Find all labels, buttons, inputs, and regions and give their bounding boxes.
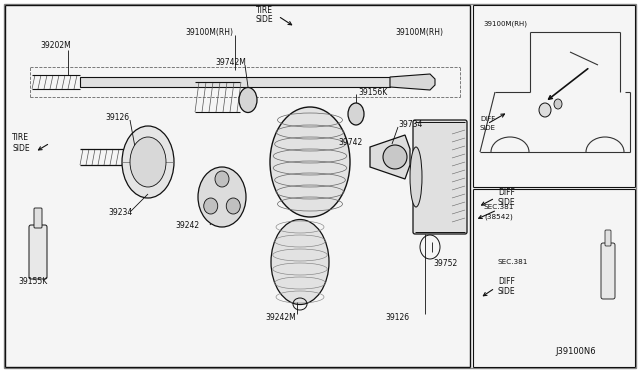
Ellipse shape	[554, 99, 562, 109]
Text: 39156K: 39156K	[358, 87, 387, 96]
FancyBboxPatch shape	[34, 208, 42, 228]
Text: SIDE: SIDE	[255, 15, 273, 23]
Text: 39155K: 39155K	[18, 278, 47, 286]
Text: 39100M(RH): 39100M(RH)	[185, 28, 233, 36]
Text: DIFF: DIFF	[498, 278, 515, 286]
Text: J39100N6: J39100N6	[555, 347, 596, 356]
Text: 39234: 39234	[108, 208, 132, 217]
Text: SIDE: SIDE	[498, 288, 516, 296]
Text: SEC.381: SEC.381	[484, 204, 515, 210]
Ellipse shape	[130, 137, 166, 187]
Text: 39100M(RH): 39100M(RH)	[483, 21, 527, 27]
Polygon shape	[370, 135, 410, 179]
Ellipse shape	[270, 107, 350, 217]
Text: DIFF: DIFF	[498, 187, 515, 196]
Text: SEC.381: SEC.381	[498, 259, 529, 265]
Text: 39126: 39126	[105, 112, 129, 122]
Ellipse shape	[122, 126, 174, 198]
FancyBboxPatch shape	[80, 77, 390, 87]
Ellipse shape	[198, 167, 246, 227]
Ellipse shape	[410, 147, 422, 207]
FancyBboxPatch shape	[4, 4, 636, 368]
Text: 39242M: 39242M	[265, 312, 296, 321]
Ellipse shape	[348, 103, 364, 125]
Text: SIDE: SIDE	[480, 125, 496, 131]
Ellipse shape	[204, 198, 218, 214]
Text: 39202M: 39202M	[40, 41, 71, 49]
Ellipse shape	[215, 171, 229, 187]
Text: 39242: 39242	[175, 221, 199, 230]
Text: TIRE: TIRE	[12, 132, 29, 141]
FancyBboxPatch shape	[605, 230, 611, 246]
Text: 39742M: 39742M	[215, 58, 246, 67]
Text: 39752: 39752	[433, 260, 457, 269]
Text: SIDE: SIDE	[498, 198, 516, 206]
FancyBboxPatch shape	[413, 120, 467, 234]
Ellipse shape	[227, 198, 240, 214]
Ellipse shape	[239, 87, 257, 112]
FancyBboxPatch shape	[601, 243, 615, 299]
Polygon shape	[390, 74, 435, 90]
Text: (38542): (38542)	[484, 214, 513, 220]
FancyBboxPatch shape	[29, 225, 47, 279]
Circle shape	[383, 145, 407, 169]
Text: 39734: 39734	[398, 119, 422, 128]
Text: 39100M(RH): 39100M(RH)	[395, 28, 443, 36]
Text: 39126: 39126	[385, 312, 409, 321]
Text: SIDE: SIDE	[12, 144, 29, 153]
Ellipse shape	[271, 219, 329, 305]
Ellipse shape	[539, 103, 551, 117]
Text: 39742: 39742	[338, 138, 362, 147]
Text: TIRE: TIRE	[255, 6, 273, 15]
Text: DIFF: DIFF	[480, 116, 495, 122]
